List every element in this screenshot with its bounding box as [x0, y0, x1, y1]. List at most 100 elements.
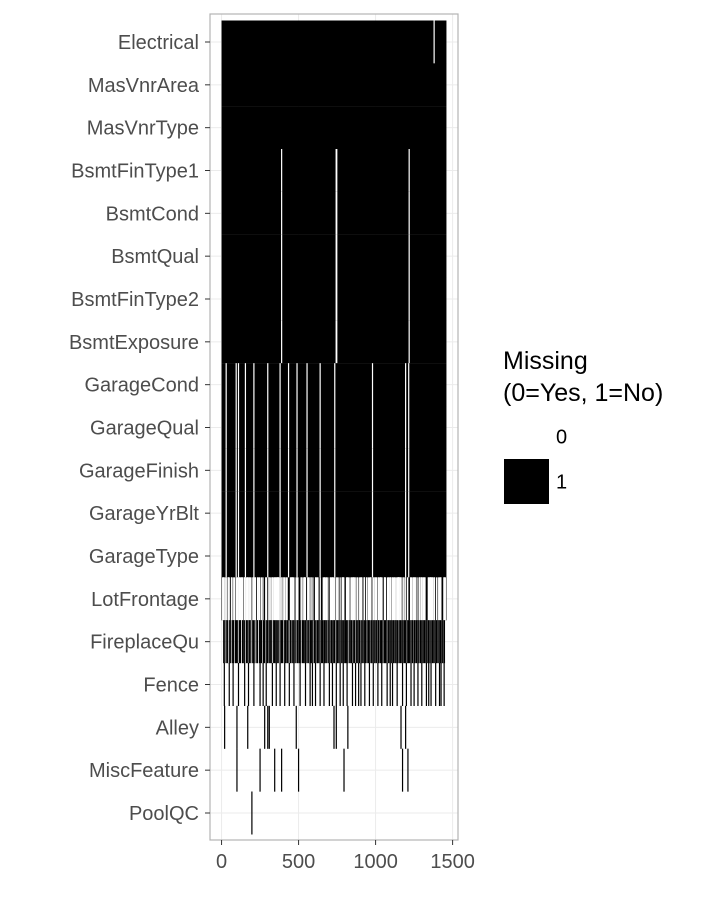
- missing-mark: [222, 577, 224, 621]
- present-mark: [228, 663, 230, 706]
- present-mark: [226, 620, 228, 664]
- missing-mark: [279, 363, 281, 407]
- missing-mark: [427, 577, 429, 621]
- present-mark: [259, 663, 261, 706]
- missing-mark: [279, 534, 281, 578]
- missing-mark: [391, 577, 394, 621]
- heatmap-row-bsmtfintype2: [221, 277, 447, 321]
- present-mark: [370, 620, 372, 664]
- present-mark: [293, 620, 295, 664]
- present-mark: [411, 620, 414, 664]
- missing-mark: [296, 448, 298, 492]
- missing-mark: [319, 491, 321, 535]
- missing-mark: [398, 577, 400, 621]
- present-mark: [259, 748, 261, 792]
- missing-mark: [307, 577, 310, 621]
- missing-mark: [253, 491, 255, 535]
- missing-mark: [283, 577, 285, 621]
- present-mark: [223, 663, 225, 706]
- present-mark: [372, 663, 374, 706]
- present-mark: [317, 620, 319, 664]
- legend-key-1: [504, 459, 549, 504]
- present-mark: [232, 620, 235, 664]
- present-mark: [386, 620, 388, 664]
- missing-mark: [274, 577, 276, 621]
- heatmap-row-masvnrarea: [221, 63, 447, 107]
- missing-mark: [275, 577, 277, 621]
- missing-mark: [324, 577, 326, 621]
- missing-mark: [347, 577, 349, 621]
- present-mark: [298, 620, 301, 664]
- missing-mark: [358, 577, 360, 621]
- present-mark: [390, 620, 392, 664]
- present-mark: [397, 620, 399, 664]
- present-mark: [440, 663, 442, 706]
- missing-mark: [405, 534, 407, 578]
- present-mark: [247, 620, 249, 664]
- present-mark: [443, 620, 446, 664]
- present-mark: [325, 620, 327, 664]
- present-mark: [377, 663, 379, 706]
- missing-mark: [287, 363, 290, 407]
- present-mark: [223, 620, 225, 664]
- missing-mark: [265, 577, 267, 621]
- present-mark: [382, 620, 384, 664]
- present-mark: [319, 663, 321, 706]
- heatmap-row-electrical: [221, 20, 447, 64]
- present-mark: [251, 791, 253, 835]
- missing-mark: [408, 191, 410, 235]
- present-mark: [386, 663, 388, 706]
- present-mark: [435, 663, 437, 706]
- missing-mark: [381, 577, 383, 621]
- heatmap-row-garageyrblt: [221, 491, 447, 535]
- present-mark: [264, 705, 266, 749]
- present-mark: [384, 620, 387, 664]
- missing-mark: [300, 577, 302, 621]
- present-mark: [284, 620, 287, 664]
- missing-mark: [237, 406, 240, 449]
- present-mark: [284, 663, 286, 706]
- missing-mark: [235, 406, 237, 449]
- missing-mark: [386, 577, 389, 621]
- y-tick-label: BsmtQual: [111, 246, 199, 268]
- missing-mark: [244, 363, 247, 407]
- heatmap-row-masvnrtype: [221, 106, 447, 150]
- missing-mark: [359, 577, 361, 621]
- present-mark: [401, 663, 404, 706]
- legend: Missing (0=Yes, 1=No) 0 1: [503, 347, 663, 504]
- missing-mark: [281, 577, 283, 621]
- present-mark: [279, 620, 281, 664]
- present-mark: [401, 748, 404, 792]
- missing-mark: [326, 577, 328, 621]
- missing-mark: [279, 448, 281, 492]
- present-mark: [297, 620, 299, 664]
- present-mark: [378, 620, 380, 664]
- present-mark: [405, 620, 407, 664]
- present-block: [221, 191, 447, 235]
- present-mark: [380, 620, 383, 664]
- present-mark: [336, 620, 338, 664]
- present-mark: [304, 620, 306, 664]
- present-mark: [363, 620, 365, 664]
- present-mark: [431, 620, 434, 664]
- y-tick-label: BsmtExposure: [69, 332, 199, 354]
- present-mark: [288, 663, 290, 706]
- present-mark: [237, 620, 239, 664]
- present-mark: [275, 663, 277, 706]
- missing-mark: [440, 577, 442, 621]
- present-mark: [359, 620, 361, 664]
- missing-mark: [277, 577, 280, 621]
- missing-mark: [296, 534, 298, 578]
- missing-mark: [239, 577, 241, 621]
- missing-mark: [253, 534, 255, 578]
- present-mark: [276, 620, 278, 664]
- missing-mark: [306, 491, 308, 535]
- present-mark: [244, 663, 246, 706]
- missing-mark: [377, 577, 379, 621]
- missing-mark: [287, 491, 290, 535]
- missing-mark: [267, 448, 269, 492]
- missing-mark: [335, 277, 337, 321]
- missing-mark: [334, 363, 336, 407]
- missing-mark: [306, 448, 308, 492]
